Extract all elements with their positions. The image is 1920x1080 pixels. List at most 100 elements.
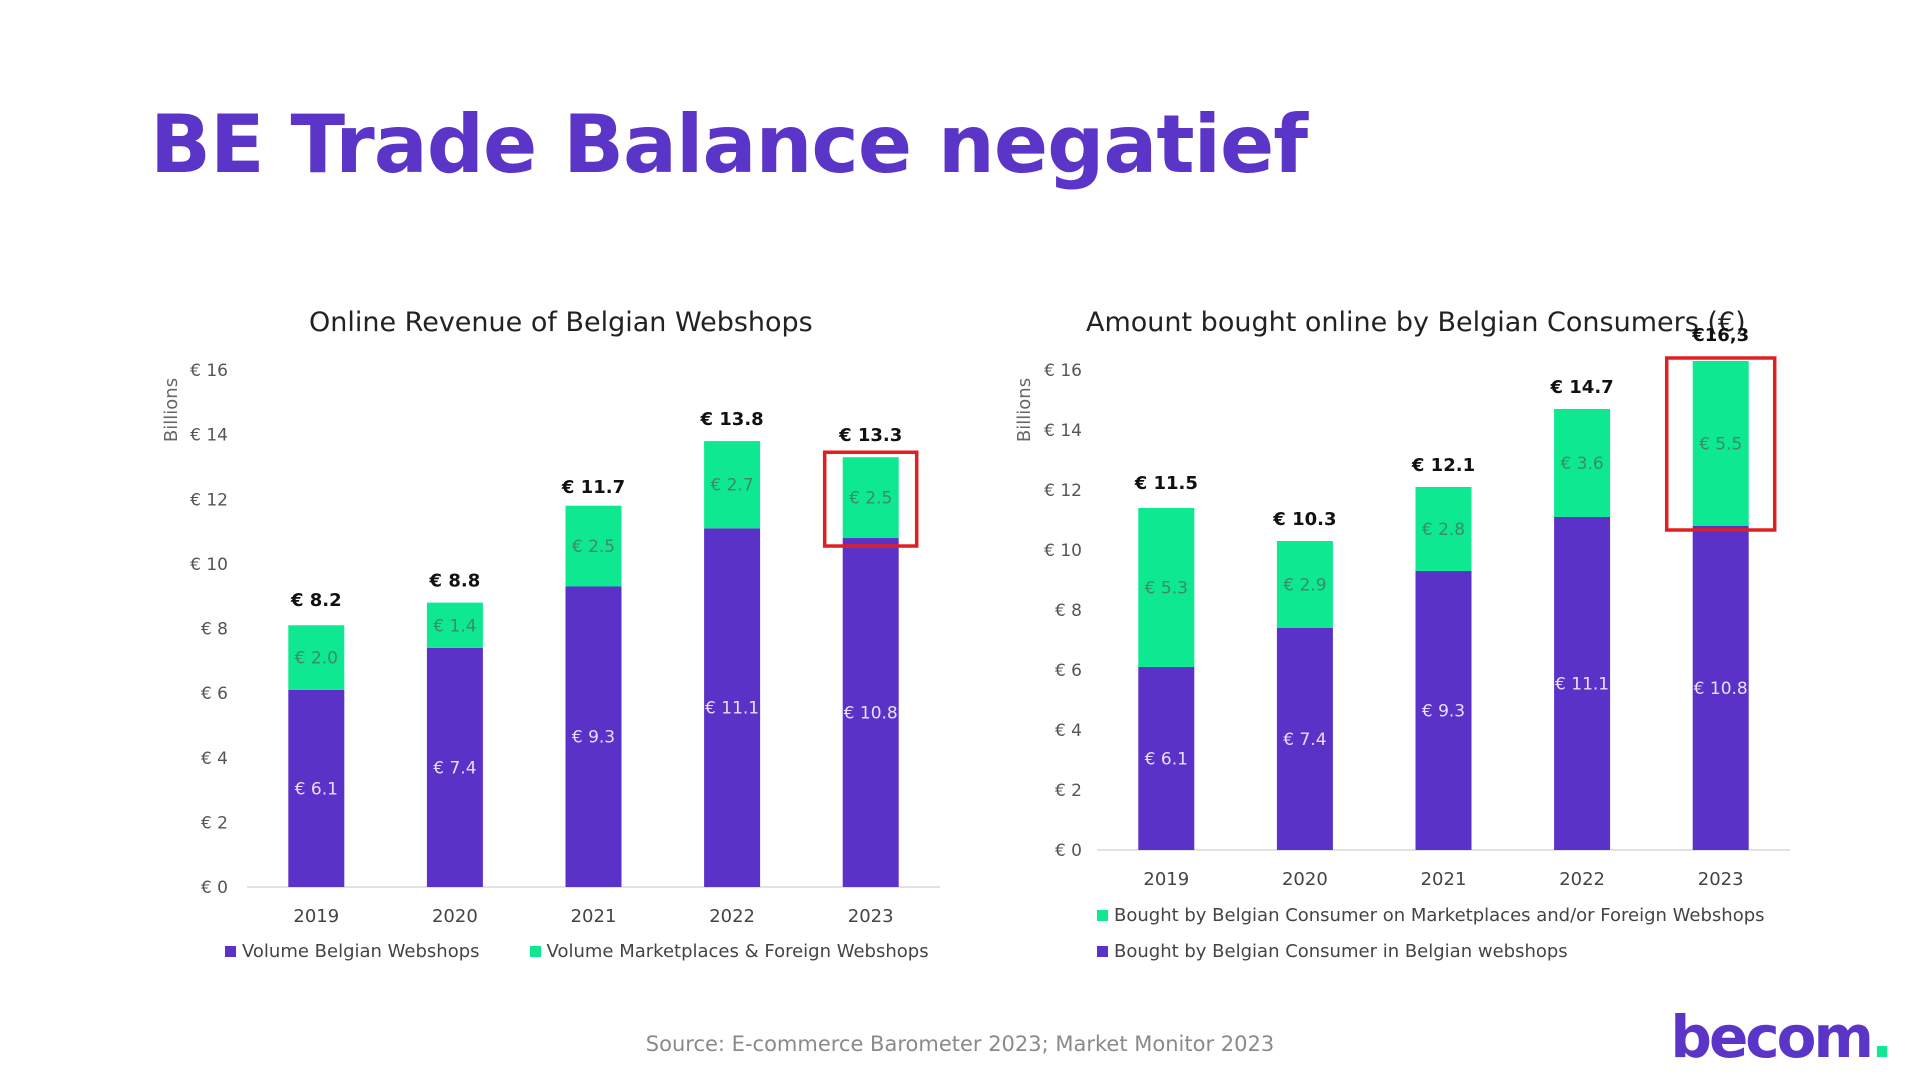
y-tick-label: € 16 bbox=[1044, 361, 1082, 381]
x-tick-label: 2021 bbox=[1421, 869, 1467, 890]
chart-plot-area: Billions € 0 € 2 € 4 € 6 € 8 € 10 € 12 € 14 € 16 €… bbox=[1014, 325, 1790, 890]
chart-plot-area: Billions € 0 € 2 € 4 € 6 € 8 € 10 € 12 € 14 € 16 €… bbox=[161, 361, 940, 927]
bar-segment-belgian bbox=[565, 586, 622, 887]
total-data-label: € 14.7 bbox=[1549, 377, 1613, 398]
bar-segment-foreign bbox=[1692, 361, 1749, 526]
segment-data-label: € 6.1 bbox=[295, 779, 338, 799]
legend-swatch-purple bbox=[225, 946, 236, 957]
segment-data-label: € 2.7 bbox=[710, 476, 753, 496]
total-data-label: € 11.5 bbox=[1134, 473, 1198, 494]
legend-label: Volume Marketplaces & Foreign Webshops bbox=[546, 941, 929, 962]
bar-segment-foreign bbox=[1554, 409, 1611, 517]
bar-segment-foreign bbox=[288, 625, 345, 690]
chart-legend: Bought by Belgian Consumer on Marketplac… bbox=[1097, 905, 1765, 977]
y-tick-label: € 6 bbox=[1055, 661, 1082, 681]
total-data-label: € 13.8 bbox=[699, 409, 763, 430]
segment-data-label: € 1.4 bbox=[433, 616, 476, 636]
y-tick-label: € 2 bbox=[201, 813, 228, 833]
segment-data-label: € 11.1 bbox=[1555, 675, 1609, 695]
bar-segment-belgian bbox=[426, 647, 483, 887]
legend-swatch-green bbox=[1097, 910, 1108, 921]
x-tick-label: 2022 bbox=[1559, 869, 1605, 890]
y-tick-label: € 0 bbox=[201, 878, 228, 898]
chart-legend: Volume Belgian Webshops Volume Marketpla… bbox=[225, 941, 929, 962]
total-data-label: €16,3 bbox=[1691, 325, 1749, 346]
y-tick-label: € 14 bbox=[1044, 421, 1082, 441]
y-axis-label: Billions bbox=[161, 378, 182, 442]
y-tick-label: € 14 bbox=[190, 426, 228, 446]
total-data-label: € 8.2 bbox=[290, 590, 342, 611]
legend-label: Bought by Belgian Consumer in Belgian we… bbox=[1114, 941, 1568, 962]
y-tick-label: € 10 bbox=[1044, 541, 1082, 561]
total-data-label: € 12.1 bbox=[1411, 455, 1475, 476]
bar-segment-foreign bbox=[704, 441, 761, 529]
bar-segment-foreign bbox=[1276, 541, 1333, 628]
segment-data-label: € 6.1 bbox=[1145, 750, 1188, 770]
legend-label: Bought by Belgian Consumer on Marketplac… bbox=[1114, 905, 1765, 926]
bar-segment-belgian bbox=[1276, 628, 1333, 850]
legend-swatch-green bbox=[529, 946, 541, 957]
y-tick-label: € 12 bbox=[1044, 481, 1082, 501]
bar-segment-belgian bbox=[1692, 526, 1749, 850]
segment-data-label: € 5.3 bbox=[1145, 579, 1188, 599]
source-note: Source: E-commerce Barometer 2023; Marke… bbox=[645, 1032, 1275, 1056]
y-tick-label: € 4 bbox=[201, 749, 228, 769]
bar-segment-foreign bbox=[426, 602, 483, 648]
total-data-label: € 8.8 bbox=[429, 571, 481, 592]
bar-segment-foreign bbox=[1138, 508, 1195, 667]
bar-segment-belgian bbox=[842, 538, 899, 887]
y-tick-label: € 6 bbox=[201, 684, 228, 704]
segment-data-label: € 2.9 bbox=[1283, 576, 1326, 596]
segment-data-label: € 2.5 bbox=[849, 489, 892, 509]
segment-data-label: € 10.8 bbox=[1694, 679, 1748, 699]
legend-item-belgian-webshops: Volume Belgian Webshops bbox=[225, 941, 480, 962]
x-tick-label: 2020 bbox=[1282, 869, 1328, 890]
x-tick-label: 2019 bbox=[1143, 869, 1189, 890]
legend-swatch-purple bbox=[1097, 946, 1108, 957]
slide-title: BE Trade Balance negatief bbox=[150, 98, 1308, 191]
highlight-box bbox=[822, 450, 919, 548]
y-axis-label: Billions bbox=[1014, 378, 1035, 442]
segment-data-label: € 11.1 bbox=[705, 699, 759, 719]
amount-bought-chart: Amount bought online by Belgian Consumer… bbox=[1000, 295, 1820, 995]
legend-item-marketplaces: Bought by Belgian Consumer on Marketplac… bbox=[1097, 905, 1765, 926]
total-data-label: € 10.3 bbox=[1272, 509, 1336, 530]
bar-segment-belgian bbox=[1554, 517, 1611, 850]
y-tick-label: € 2 bbox=[1055, 781, 1082, 801]
segment-data-label: € 7.4 bbox=[433, 758, 476, 778]
segment-data-label: € 10.8 bbox=[844, 704, 898, 724]
y-tick-label: € 8 bbox=[1055, 601, 1082, 621]
segment-data-label: € 2.5 bbox=[572, 537, 615, 557]
bar-segment-belgian bbox=[1138, 667, 1195, 850]
segment-data-label: € 9.3 bbox=[572, 728, 615, 748]
logo-dot: . bbox=[1870, 1003, 1893, 1071]
bar-segment-belgian bbox=[704, 528, 761, 887]
y-tick-label: € 4 bbox=[1055, 721, 1082, 741]
chart-title: Amount bought online by Belgian Consumer… bbox=[1086, 307, 1746, 338]
x-tick-label: 2019 bbox=[293, 906, 339, 927]
x-tick-label: 2023 bbox=[1698, 869, 1744, 890]
bar-segment-foreign bbox=[842, 457, 899, 539]
bar-segment-belgian bbox=[288, 689, 345, 887]
x-tick-label: 2021 bbox=[571, 906, 617, 927]
y-tick-label: € 0 bbox=[1055, 841, 1082, 861]
segment-data-label: € 2.8 bbox=[1422, 520, 1465, 540]
y-tick-label: € 10 bbox=[190, 555, 228, 575]
y-tick-label: € 8 bbox=[201, 620, 228, 640]
bar-segment-foreign bbox=[1415, 487, 1472, 571]
bar-segment-foreign bbox=[565, 505, 622, 587]
logo-wordmark: becom bbox=[1670, 1003, 1874, 1071]
y-tick-label: € 12 bbox=[190, 490, 228, 510]
online-revenue-chart: Online Revenue of Belgian Webshops Billi… bbox=[140, 295, 960, 985]
legend-label: Volume Belgian Webshops bbox=[242, 941, 480, 962]
bar-segment-belgian bbox=[1415, 571, 1472, 850]
y-tick-label: € 16 bbox=[190, 361, 228, 381]
total-data-label: € 11.7 bbox=[561, 477, 625, 498]
highlight-box bbox=[1664, 356, 1777, 532]
segment-data-label: € 2.0 bbox=[295, 649, 338, 669]
x-tick-label: 2023 bbox=[848, 906, 894, 927]
segment-data-label: € 3.6 bbox=[1560, 454, 1603, 474]
becom-logo: becom. bbox=[1670, 1008, 1893, 1066]
x-tick-label: 2020 bbox=[432, 906, 478, 927]
segment-data-label: € 9.3 bbox=[1422, 702, 1465, 722]
